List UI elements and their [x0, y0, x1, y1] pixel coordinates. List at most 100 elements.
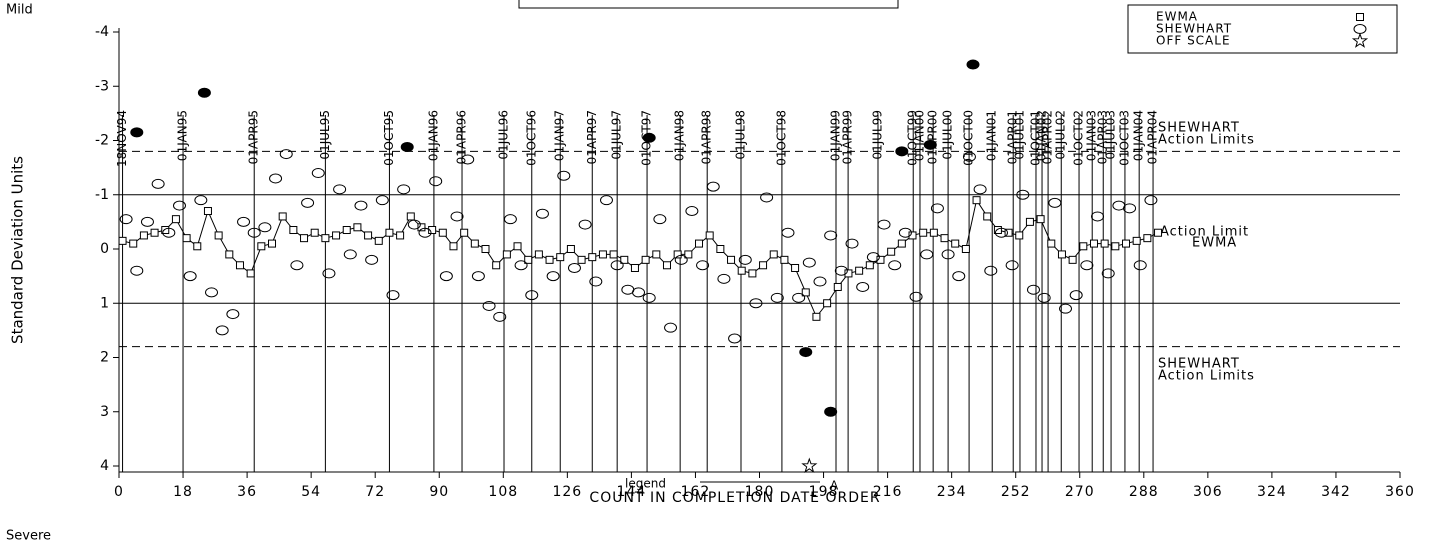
circle-point [140, 216, 154, 227]
date-label: 01OCT95 [382, 110, 396, 166]
circle-point [1144, 195, 1158, 206]
circle-point [664, 322, 678, 333]
mild-label: Mild [6, 3, 33, 18]
alarm-point [197, 87, 211, 98]
circle-point [877, 219, 891, 230]
square-point [1132, 236, 1141, 245]
date-label: 01JAN97 [553, 110, 567, 161]
circle-point [994, 227, 1008, 238]
x-axis-title: COUNT IN COMPLETION DATE ORDER [589, 490, 880, 506]
square-point [598, 250, 607, 259]
square-point [630, 263, 639, 272]
circle-point [770, 292, 784, 303]
square-point [470, 239, 479, 248]
alarm-point [642, 132, 656, 143]
date-label: 01JUL01 [1012, 110, 1026, 160]
circle-point [1037, 292, 1051, 303]
square-point [641, 255, 650, 264]
square-point [502, 250, 511, 259]
square-point [225, 250, 234, 259]
square-point [385, 228, 394, 237]
square-point [417, 223, 426, 232]
date-label: 01APR01 [1006, 110, 1020, 164]
circle-point [610, 260, 624, 271]
square-point [321, 234, 330, 243]
x-tick-label: 270 [1065, 484, 1095, 500]
square-point [748, 269, 757, 278]
circle-point [866, 252, 880, 263]
square-point [684, 250, 693, 259]
limit-label: Action Limits [1158, 369, 1255, 384]
x-tick-label: 108 [488, 484, 518, 500]
circle-point [151, 178, 165, 189]
legend-label: EWMA [1156, 10, 1198, 24]
square-point [374, 236, 383, 245]
date-label: 01OCT96 [524, 110, 538, 166]
square-point [300, 234, 309, 243]
square-point [310, 228, 319, 237]
alarm-point [130, 127, 144, 138]
square-point [940, 234, 949, 243]
date-label: 01JAN01 [985, 110, 999, 161]
circle-point [482, 300, 496, 311]
square-point [759, 261, 768, 270]
limit-label: Action Limits [1158, 133, 1255, 148]
square-point [214, 231, 223, 240]
circle-point [429, 176, 443, 187]
y-tick-label: -3 [95, 78, 109, 94]
square-point [727, 255, 736, 264]
circle-point [311, 168, 325, 179]
square-point [150, 228, 159, 237]
alarm-point [799, 347, 813, 358]
square-point [332, 231, 341, 240]
circle-point [674, 254, 688, 265]
circle-point [130, 265, 144, 276]
circle-point [1123, 203, 1137, 214]
date-label: 01JUL03 [1104, 110, 1118, 160]
x-tick-label: 144 [617, 484, 647, 500]
date-label: 01JAN03 [1085, 110, 1099, 161]
circle-point [941, 249, 955, 260]
legend-label: SHEWHART [1156, 22, 1232, 36]
square-point [769, 250, 778, 259]
circle-point [717, 273, 731, 284]
date-label: 01JUL98 [733, 110, 747, 160]
square-point [161, 226, 170, 235]
circle-point [279, 149, 293, 160]
x-tick-label: 18 [173, 484, 193, 500]
square-point [919, 228, 928, 237]
circle-point [439, 271, 453, 282]
date-label: 01APR02 [1041, 110, 1055, 164]
circle-point [653, 214, 667, 225]
date-label: 01JAN04 [1132, 110, 1146, 161]
circle-point [920, 249, 934, 260]
circle-point [397, 184, 411, 195]
date-label: 01OCT03 [1117, 110, 1131, 166]
square-point [951, 239, 960, 248]
square-point [492, 261, 501, 270]
x-tick-label: 342 [1321, 484, 1351, 500]
square-point [524, 255, 533, 264]
date-label: 01JAN99 [829, 110, 843, 161]
x-tick-label: 306 [1193, 484, 1223, 500]
legend-label: OFF SCALE [1156, 34, 1231, 48]
alarm-point [824, 406, 838, 417]
circle-point [162, 227, 176, 238]
x-tick-label: 36 [237, 484, 257, 500]
date-label: 01APR97 [585, 110, 599, 164]
square-point [193, 242, 202, 251]
square-point [972, 196, 981, 205]
square-point [545, 255, 554, 264]
square-point [438, 228, 447, 237]
circle-point [1016, 189, 1030, 200]
circle-point [856, 281, 870, 292]
legend-symbol [1351, 32, 1369, 48]
circle-point [1133, 260, 1147, 271]
circle-point [589, 276, 603, 287]
x-tick-label: 180 [745, 484, 775, 500]
square-point [1068, 255, 1077, 264]
date-label: 01OCT98 [774, 110, 788, 166]
date-label: 01APR00 [926, 110, 940, 164]
alarm-point [923, 139, 937, 150]
